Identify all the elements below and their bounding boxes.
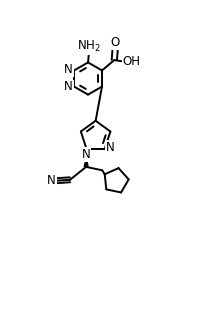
Text: NH$_2$: NH$_2$ [77, 39, 101, 54]
Text: N: N [106, 141, 115, 155]
Text: O: O [111, 36, 120, 50]
Text: N: N [82, 148, 91, 161]
Text: N: N [64, 63, 73, 76]
Text: N: N [64, 80, 73, 93]
Text: OH: OH [123, 55, 141, 68]
Text: N: N [47, 174, 56, 187]
Polygon shape [83, 154, 89, 167]
